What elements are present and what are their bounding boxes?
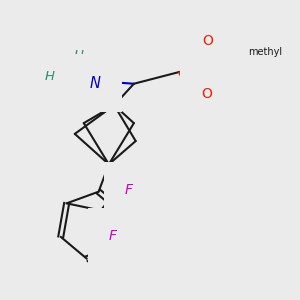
Text: N: N <box>89 76 100 91</box>
Text: F: F <box>109 229 117 243</box>
Text: methyl: methyl <box>248 46 283 56</box>
Text: H: H <box>45 70 55 83</box>
Text: O: O <box>201 88 212 101</box>
Text: H: H <box>74 49 83 62</box>
Text: O: O <box>202 34 213 48</box>
Text: F: F <box>125 183 133 197</box>
